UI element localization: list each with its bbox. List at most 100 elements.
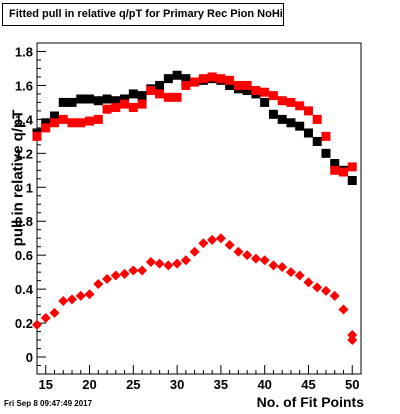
- data-point: [277, 114, 287, 124]
- data-point: [295, 101, 305, 111]
- data-point: [215, 233, 226, 244]
- data-point: [172, 92, 182, 102]
- data-point: [330, 165, 340, 175]
- data-point: [321, 131, 331, 141]
- data-point: [260, 97, 270, 107]
- data-point: [128, 265, 139, 276]
- data-point: [41, 123, 51, 133]
- data-point: [312, 114, 322, 124]
- y-tick-label: 1.2: [15, 146, 33, 161]
- y-tick-label: 0.8: [15, 214, 33, 229]
- data-point: [259, 255, 270, 266]
- data-point: [286, 118, 296, 128]
- data-point: [67, 97, 77, 107]
- data-point: [268, 91, 278, 101]
- data-point: [137, 91, 147, 101]
- data-point: [224, 239, 235, 250]
- data-point: [58, 97, 68, 107]
- series: [32, 233, 358, 340]
- series: [32, 70, 357, 185]
- x-tick-label: 40: [257, 377, 271, 392]
- data-point: [128, 89, 138, 99]
- data-point: [190, 77, 200, 87]
- data-point: [111, 96, 121, 106]
- data-point: [102, 104, 112, 114]
- data-point: [145, 256, 156, 267]
- data-point: [233, 80, 243, 90]
- y-axis-label: pull in relative q/pT: [9, 109, 27, 247]
- data-point: [260, 87, 270, 97]
- x-tick-label: 35: [214, 377, 228, 392]
- data-point: [110, 270, 121, 281]
- data-point: [32, 131, 42, 141]
- data-point: [207, 72, 217, 82]
- data-point: [40, 312, 51, 323]
- data-point: [102, 94, 112, 104]
- data-point: [49, 307, 60, 318]
- data-point: [321, 148, 331, 158]
- data-point: [295, 121, 305, 131]
- plot-frame: [36, 42, 362, 375]
- data-point: [163, 92, 173, 102]
- data-point: [119, 268, 130, 279]
- data-point: [207, 234, 218, 245]
- data-point: [154, 258, 165, 269]
- data-point: [120, 99, 130, 109]
- data-marks: [32, 70, 358, 346]
- data-point: [102, 273, 113, 284]
- data-point: [268, 260, 279, 271]
- data-point: [347, 175, 357, 185]
- chart-title: Fitted pull in relative q/pT for Primary…: [2, 3, 284, 26]
- data-point: [216, 74, 226, 84]
- data-point: [181, 80, 191, 90]
- data-point: [338, 304, 349, 315]
- data-point: [250, 253, 261, 264]
- data-point: [338, 167, 348, 177]
- data-point: [347, 335, 358, 346]
- data-point: [93, 96, 103, 106]
- data-point: [294, 270, 305, 281]
- data-point: [76, 94, 86, 104]
- x-tick-label: 45: [301, 377, 315, 392]
- data-point: [75, 290, 86, 301]
- data-point: [320, 285, 331, 296]
- data-point: [198, 238, 209, 249]
- data-point: [155, 80, 165, 90]
- series: [347, 335, 358, 346]
- data-point: [225, 75, 235, 85]
- data-point: [329, 290, 340, 301]
- data-point: [50, 118, 60, 128]
- y-tick-label: 0: [26, 350, 33, 365]
- data-point: [163, 74, 173, 84]
- y-tick-label: 1.8: [15, 44, 33, 59]
- x-tick-label: 20: [82, 377, 96, 392]
- data-point: [242, 80, 252, 90]
- data-point: [242, 86, 252, 96]
- data-point: [180, 255, 191, 266]
- data-point: [277, 262, 288, 273]
- data-point: [41, 118, 51, 128]
- data-point: [198, 74, 208, 84]
- data-point: [251, 86, 261, 96]
- data-point: [312, 136, 322, 146]
- data-point: [85, 94, 95, 104]
- data-point: [189, 246, 200, 257]
- data-point: [330, 159, 340, 169]
- y-tick-label: 0.4: [15, 282, 34, 297]
- data-point: [128, 103, 138, 113]
- data-point: [172, 70, 182, 80]
- data-point: [225, 80, 235, 90]
- axis-ticks: 15 20 25 30 35 40 45 50 0 0.2 0.4 0.6 0.8 1 1.2 1.4 1.6 1…: [15, 42, 362, 392]
- x-tick-label: 30: [170, 377, 184, 392]
- data-point: [137, 265, 148, 276]
- x-tick-label: 50: [345, 377, 359, 392]
- data-point: [58, 296, 69, 307]
- data-point: [181, 74, 191, 84]
- data-point: [67, 118, 77, 128]
- series: [32, 72, 357, 177]
- data-point: [50, 111, 60, 121]
- data-point: [303, 277, 314, 288]
- data-point: [233, 246, 244, 257]
- data-point: [268, 109, 278, 119]
